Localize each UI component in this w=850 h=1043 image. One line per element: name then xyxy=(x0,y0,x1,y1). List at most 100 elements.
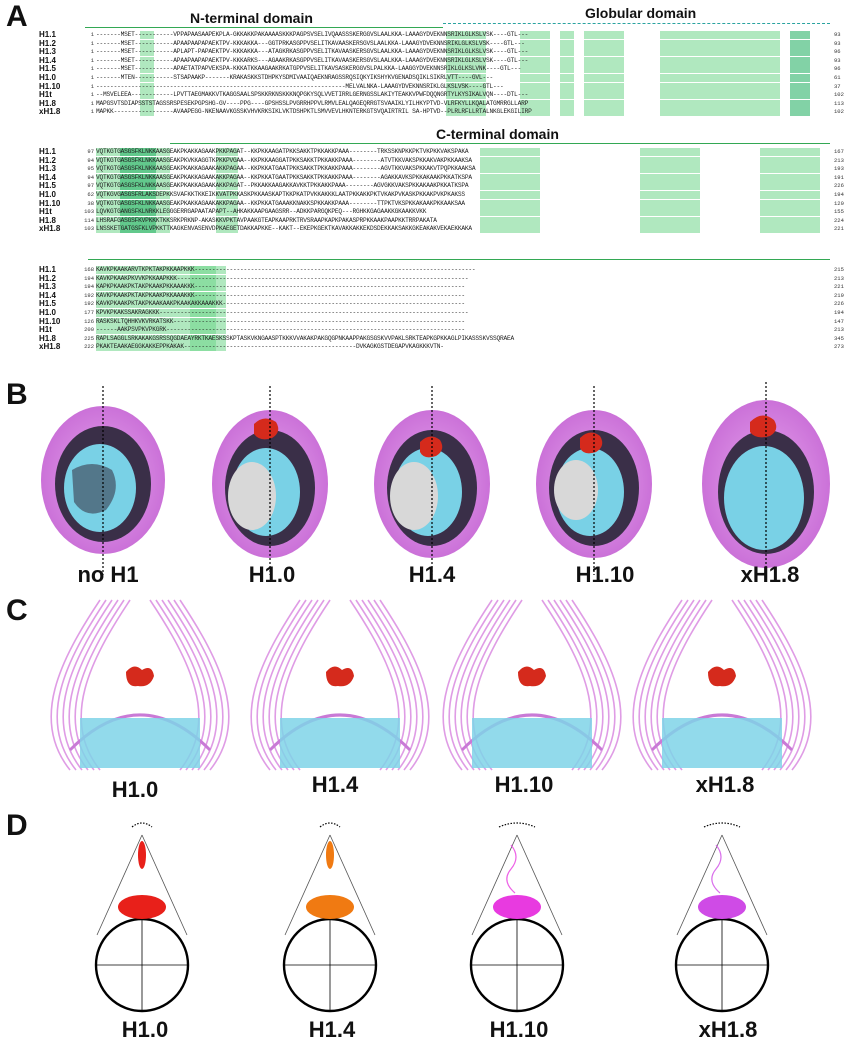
conserved-residue-highlight xyxy=(216,173,238,182)
conserved-residue-highlight xyxy=(560,91,574,100)
conserved-residue-highlight xyxy=(96,283,216,292)
alignment-row: H1.2 94 VQTKGTGASGSFKLNKKAASGEAKPKVKKAGGTK… xyxy=(0,155,850,165)
sequence-name: H1.5 xyxy=(39,64,56,74)
sequence-name: H1.2 xyxy=(39,273,56,283)
sequence-name: H1t xyxy=(39,207,52,217)
conserved-residue-highlight xyxy=(520,99,550,108)
condition-label-b-no-h1: no H1 xyxy=(77,562,139,587)
sequence-start-position: 97 xyxy=(87,182,94,190)
sequence-end-position: 194 xyxy=(834,191,844,198)
sequence-end-position: 215 xyxy=(834,266,844,273)
conserved-residue-highlight xyxy=(560,82,574,91)
flexibility-arc xyxy=(703,822,741,828)
conserved-residue-highlight xyxy=(446,31,486,39)
conserved-residue-highlight xyxy=(640,165,700,174)
sequence-start-position: 1 xyxy=(90,39,94,47)
conserved-residue-highlight xyxy=(480,148,540,156)
sequence-end-position: 213 xyxy=(834,326,844,334)
conserved-residue-highlight xyxy=(790,48,810,57)
c-terminal-domain-title: C-terminal domain xyxy=(436,126,559,142)
conserved-residue-highlight xyxy=(480,156,540,165)
conserved-residue-highlight xyxy=(190,317,226,326)
sequence-end-position: 93 xyxy=(834,39,841,47)
sequence-name: H1.10 xyxy=(39,316,61,326)
conserved-residue-highlight xyxy=(520,65,550,74)
conserved-residue-highlight xyxy=(584,31,624,39)
schematic-h1-4 xyxy=(282,822,378,1013)
sequence-residues: KAVKPKAAKPKTAKPKAAKPKKAAAKKK------------… xyxy=(96,291,465,299)
conserved-residue-highlight xyxy=(190,334,226,343)
conserved-residue-highlight xyxy=(760,148,820,156)
panel-d-letter: D xyxy=(6,809,28,842)
schematic-xh1-8 xyxy=(674,822,770,1013)
alignment-row: H1.5 1 -------MSET-----------APAETATPAPVEK… xyxy=(0,64,850,74)
sequence-name: xH1.8 xyxy=(39,342,61,352)
conserved-residue-highlight xyxy=(520,91,550,100)
sequence-residues: KAVKPKAAKARVTKPKTAKPKKAAPKKK------------… xyxy=(96,266,476,273)
conserved-residue-highlight xyxy=(216,191,238,199)
schematic-h1-10 xyxy=(469,822,565,1013)
sequence-end-position: 93 xyxy=(834,56,841,64)
conserved-residue-highlight xyxy=(640,156,700,165)
sequence-end-position: 147 xyxy=(834,317,844,325)
conserved-residue-highlight xyxy=(140,82,154,91)
sequence-residues: ----------------------------------------… xyxy=(96,82,504,90)
nucleosome-density-xh1-8 xyxy=(702,382,830,575)
conserved-residue-highlight xyxy=(640,216,700,225)
conserved-residue-highlight xyxy=(660,99,780,108)
sequence-name: H1.1 xyxy=(39,30,56,39)
sequence-residues: VQTKGTGASGSFKLNKKAASGEAKPKAKKAGAAKAKKPAG… xyxy=(96,199,465,207)
conserved-residue-highlight xyxy=(480,165,540,174)
sequence-end-position: 226 xyxy=(834,182,844,190)
linker-histone-globular-domain xyxy=(518,666,546,687)
conserved-residue-highlight xyxy=(96,309,216,317)
alignment-row: H1.3 1 -------MSET-----------APLAPT-PAPAEK… xyxy=(0,48,850,57)
condition-label-c-h1-0: H1.0 xyxy=(111,777,159,802)
alignment-row: H1.2 1 -------MSET-----------APAAPAAPAPAEK… xyxy=(0,38,850,48)
cone-line-right xyxy=(721,834,768,936)
alignment-row: H1.8 1 MAPGSVTSDIAPSSTSTAGSSRSPESEKPGPSHG-… xyxy=(0,99,850,108)
sequence-start-position: 1 xyxy=(90,82,94,90)
conserved-residue-highlight xyxy=(790,39,810,48)
cone-line-left xyxy=(471,834,518,936)
condition-label-b-h1-4: H1.4 xyxy=(408,562,456,587)
alignment-row: H1.5 97 VQTKGTGASGSFKLNKKAASGEAKPKAKKAGAAK… xyxy=(0,182,850,191)
sequence-start-position: 200 xyxy=(84,326,94,334)
conserved-residue-highlight xyxy=(660,74,780,82)
sequence-name: H1.2 xyxy=(39,155,56,165)
conserved-residue-highlight xyxy=(140,39,154,48)
sequence-end-position: 194 xyxy=(834,309,844,316)
conserved-residue-highlight xyxy=(190,300,226,309)
conserved-residue-highlight xyxy=(520,108,550,117)
sequence-end-position: 273 xyxy=(834,343,844,351)
alignment-row: H1.0 62 VQTKGVGASGSFRLAKSDEPKKSVAFKKTKKEIK… xyxy=(0,191,850,199)
sequence-start-position: 177 xyxy=(84,309,94,316)
sequence-residues: ------AAKPSVPKVPKGRK--------------------… xyxy=(96,326,465,334)
sequence-residues: LHSRAFGASGSFKVPKKKTKKSRKPRKNP-AKASKKVPKT… xyxy=(96,216,437,224)
sequence-residues: LNSSKETGATGSFKLVPKKTTKAGKENVASENVDPKAEGE… xyxy=(96,225,472,233)
nucleosome-model-c-h1-8 xyxy=(632,599,812,771)
conserved-residue-highlight xyxy=(480,199,540,208)
conserved-residue-highlight xyxy=(96,291,216,300)
conserved-residue-highlight xyxy=(140,74,154,82)
sequence-name: H1.10 xyxy=(39,81,61,91)
sequence-residues: KAPKPKAAKPKTAKPKAAKPKKAAAKKK------------… xyxy=(96,283,465,291)
nucleosome-density-no-h1 xyxy=(41,386,165,575)
c-terminal-domain-ellipse xyxy=(326,841,334,869)
dna-strand xyxy=(262,599,418,771)
sequence-name: H1.10 xyxy=(39,198,61,208)
alignment-row: H1t 103 LQVKGTGANGSFKLNRKKLEGGGERRGAPAATAP… xyxy=(0,207,850,217)
alignment-row: H1.3 95 VQTKGTGASGSFKLNKKAASGEAKPKAKKAGAAK… xyxy=(0,165,850,174)
conserved-residue-highlight xyxy=(790,108,810,117)
conserved-residue-highlight xyxy=(446,82,486,91)
conserved-residue-highlight xyxy=(140,99,154,108)
alignment-row: H1.0 1 -------MTEN-----------STSAPAAKP----… xyxy=(0,74,850,82)
conserved-residue-highlight xyxy=(446,39,486,48)
sequence-name: H1.2 xyxy=(39,38,56,48)
alignment-row: H1.3 194 KAPKPKAAKPKTAKPKAAKPKKAAAKKK-----… xyxy=(0,283,850,292)
conserved-residue-highlight xyxy=(190,326,226,335)
sequence-end-position: 221 xyxy=(834,225,844,233)
alignment-row: H1.8 114 LHSRAFGASGSFKVPKKKTKKSRKPRKNP-AKA… xyxy=(0,216,850,225)
dna-strand xyxy=(454,599,610,771)
sequence-start-position: 94 xyxy=(87,156,94,164)
